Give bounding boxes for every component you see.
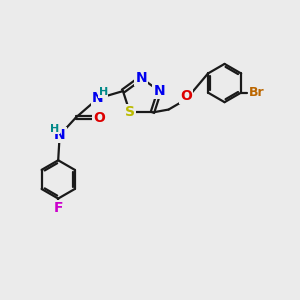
- Text: H: H: [50, 124, 59, 134]
- Text: N: N: [154, 84, 165, 98]
- Text: Br: Br: [249, 86, 264, 99]
- Text: O: O: [180, 89, 192, 103]
- Text: N: N: [135, 71, 147, 85]
- Text: F: F: [53, 201, 63, 215]
- Text: N: N: [54, 128, 65, 142]
- Text: N: N: [92, 92, 104, 105]
- Text: S: S: [125, 106, 135, 119]
- Text: O: O: [94, 111, 105, 124]
- Text: H: H: [99, 87, 108, 97]
